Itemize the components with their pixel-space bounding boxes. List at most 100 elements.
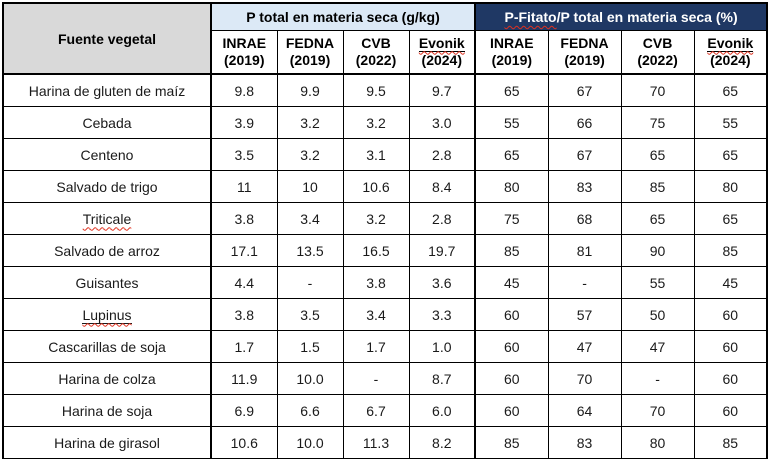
value-cell: 60 — [693, 362, 768, 395]
table-row: Salvado de trigo 11 10 10.6 8.4 80 83 85 80 — [2, 170, 768, 203]
value-cell: 4.4 — [210, 266, 278, 299]
value-cell: 3.0 — [408, 106, 476, 139]
value-cell: 45 — [474, 266, 549, 299]
value-cell: 3.6 — [408, 266, 476, 299]
source-header-row: INRAE (2019) FEDNA (2019) CVB (2022) Evonik (20… — [3, 30, 768, 75]
value-cell: 70 — [620, 73, 695, 107]
row-label: Guisantes — [75, 274, 139, 291]
value-cell: 3.8 — [210, 298, 278, 331]
source-name-underline: Evonik — [707, 34, 754, 52]
value-cell: 85 — [620, 170, 695, 203]
value-cell: - — [342, 362, 410, 395]
source-year: (2022) — [637, 52, 678, 68]
row-label: Cebada — [82, 114, 132, 131]
value-cell: 9.9 — [276, 73, 344, 107]
value-cell: - — [276, 266, 344, 299]
value-cell: 3.2 — [276, 138, 344, 171]
table-row: Harina de soja 6.9 6.6 6.7 6.0 60 64 70 60 — [2, 394, 768, 427]
table-row: Centeno 3.5 3.2 3.1 2.8 65 67 65 65 — [2, 138, 768, 171]
source-header-inrae: INRAE (2019) — [210, 30, 278, 75]
value-cell: 1.5 — [276, 330, 344, 363]
value-cell: 10 — [276, 170, 344, 203]
value-cell: 81 — [547, 234, 622, 267]
table-row: Harina de colza 11.9 10.0-8.7 60 70-60 — [2, 362, 768, 395]
source-year: (2019) — [491, 52, 533, 68]
row-label-cell: Harina de gluten de maíz — [2, 73, 212, 107]
value-cell: 3.1 — [342, 138, 410, 171]
value-cell: 50 — [620, 298, 695, 331]
row-label-underline: Lupinus — [82, 306, 132, 324]
source-name: Evonik — [707, 34, 754, 51]
source-name: Evonik — [418, 34, 465, 51]
value-cell: 2.8 — [408, 138, 476, 171]
value-cell: 57 — [547, 298, 622, 331]
source-name: FEDNA — [285, 34, 335, 51]
table-row: Guisantes 4.4-3.8 3.6 45-55 45 — [2, 266, 768, 299]
row-label: Salvado de arroz — [54, 242, 160, 259]
value-cell: 3.8 — [342, 266, 410, 299]
source-name: CVB — [361, 34, 391, 51]
value-cell: 60 — [474, 394, 549, 427]
value-cell: 6.9 — [210, 394, 278, 427]
value-cell: 9.5 — [342, 73, 410, 107]
source-year: (2019) — [224, 52, 265, 68]
row-label-cell: Lupinus — [2, 298, 212, 331]
value-cell: 11.9 — [210, 362, 278, 395]
value-cell: 8.2 — [408, 426, 476, 459]
row-label: Lupinus — [82, 306, 132, 323]
value-cell: 3.8 — [210, 202, 278, 235]
row-label: Cascarillas de soja — [48, 338, 166, 355]
row-label: Triticale — [82, 210, 132, 227]
row-label: Centeno — [80, 146, 134, 163]
value-cell: 55 — [474, 106, 549, 139]
group-header-p-total: P total en materia seca (g/kg) — [210, 2, 476, 31]
value-cell: 60 — [474, 330, 549, 363]
value-cell: 1.0 — [408, 330, 476, 363]
value-cell: - — [620, 362, 695, 395]
source-header-cvb: CVB (2022) — [342, 30, 410, 75]
value-cell: 3.4 — [276, 202, 344, 235]
source-header-evonik: Evonik (2024) — [408, 30, 476, 75]
value-cell: 80 — [474, 170, 549, 203]
value-cell: 64 — [547, 394, 622, 427]
value-cell: 10.0 — [276, 426, 344, 459]
group-header-row: Fuente vegetal P total en materia seca (… — [2, 2, 768, 75]
value-cell: 2.8 — [408, 202, 476, 235]
row-label-cell: Harina de girasol — [2, 426, 212, 459]
value-cell: 45 — [693, 266, 768, 299]
source-name: FEDNA — [560, 34, 609, 51]
value-cell: 60 — [693, 298, 768, 331]
value-cell: 65 — [474, 73, 549, 107]
value-cell: 83 — [547, 426, 622, 459]
value-cell: 60 — [693, 394, 768, 427]
value-cell: 60 — [474, 362, 549, 395]
source-year: (2019) — [564, 52, 605, 68]
value-cell: 85 — [474, 426, 549, 459]
row-label-cell: Centeno — [2, 138, 212, 171]
table-row: Cascarillas de soja 1.7 1.5 1.7 1.0 60 47 47 60 — [2, 330, 768, 363]
source-header-evonik: Evonik (2024) — [693, 30, 768, 75]
value-cell: 66 — [547, 106, 622, 139]
value-cell: 8.4 — [408, 170, 476, 203]
value-cell: 10.0 — [276, 362, 344, 395]
value-cell: 11 — [210, 170, 278, 203]
value-cell: - — [547, 266, 622, 299]
value-cell: 67 — [547, 73, 622, 107]
row-label: Salvado de trigo — [56, 178, 158, 195]
row-label-cell: Harina de colza — [2, 362, 212, 395]
group-header-p-fitato: P-Fitato/P total en materia seca (%) — [474, 2, 768, 31]
source-header-fedna: FEDNA (2019) — [276, 30, 344, 75]
value-cell: 55 — [620, 266, 695, 299]
source-header-fedna: FEDNA (2019) — [547, 30, 622, 75]
p-fitato-rest-label: /P total en materia seca (%) — [556, 9, 738, 25]
value-cell: 55 — [693, 106, 768, 139]
value-cell: 67 — [547, 138, 622, 171]
table-body: Harina de gluten de maíz 9.8 9.9 9.5 9.7 65 67… — [2, 73, 768, 459]
row-label-cell: Salvado de trigo — [2, 170, 212, 203]
value-cell: 80 — [620, 426, 695, 459]
value-cell: 75 — [474, 202, 549, 235]
source-name-underline: Evonik — [418, 34, 465, 52]
value-cell: 90 — [620, 234, 695, 267]
value-cell: 60 — [474, 298, 549, 331]
value-cell: 85 — [693, 234, 768, 267]
